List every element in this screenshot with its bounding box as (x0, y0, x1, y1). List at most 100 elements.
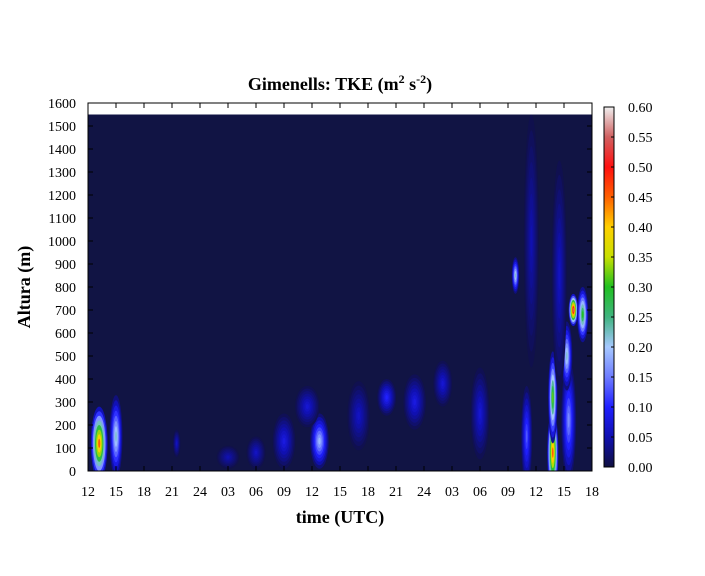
heatmap-cell (441, 380, 444, 387)
heatmap-blob (272, 413, 296, 469)
heatmap-blob (295, 385, 320, 428)
heatmap-cell (385, 395, 388, 400)
x-tick-label: 03 (445, 485, 459, 500)
y-tick-label: 500 (55, 350, 76, 365)
x-axis-label: time (UTC) (296, 507, 384, 528)
heatmap-cell (478, 407, 482, 420)
x-tick-label: 15 (557, 485, 571, 500)
colorbar-tick-label: 0.20 (628, 341, 653, 356)
heatmap-cell (282, 437, 286, 445)
colorbar-tick-label: 0.10 (628, 401, 653, 416)
y-tick-label: 1100 (49, 212, 76, 227)
heatmap-cell (572, 307, 574, 313)
x-tick-label: 06 (473, 485, 487, 500)
heatmap-cell (357, 411, 361, 421)
y-tick-label: 0 (69, 465, 76, 480)
heatmap-cell (567, 412, 570, 428)
heatmap-background (88, 114, 592, 471)
heatmap-cell (581, 311, 584, 319)
heatmap-blob (568, 293, 578, 327)
x-tick-label: 15 (109, 485, 123, 500)
y-tick-label: 1600 (48, 97, 76, 112)
x-tick-label: 12 (305, 485, 319, 500)
x-tick-label: 15 (333, 485, 347, 500)
heatmap-cell (98, 438, 101, 448)
heatmap-blob (548, 351, 558, 444)
heatmap-blob (577, 287, 589, 343)
x-tick-label: 24 (417, 485, 431, 500)
heatmap-cell (552, 447, 554, 458)
heatmap-blob (433, 360, 452, 407)
x-tick-label: 18 (137, 485, 151, 500)
x-axis: 12 15 18 21 24 03 06 09 12 15 18 21 24 03 06 09 12 15 18 (81, 103, 599, 500)
heatmap-blob (551, 160, 567, 391)
heatmap-cell (305, 404, 309, 410)
y-axis: 0 100 200 300 400 500 600 700 800 900 1000 1100 1200… (48, 97, 592, 480)
y-tick-label: 900 (55, 258, 76, 273)
colorbar-tick-label: 0.40 (628, 221, 653, 236)
heatmap-blob (172, 429, 181, 458)
heatmap-blob (511, 257, 520, 294)
colorbar-tick-label: 0.25 (628, 311, 653, 326)
x-tick-label: 18 (585, 485, 599, 500)
heatmap-cell (176, 441, 178, 446)
colorbar-tick-label: 0.30 (628, 281, 653, 296)
heatmap-cell (318, 437, 321, 445)
y-tick-label: 200 (55, 419, 76, 434)
heatmap-blob (310, 413, 329, 469)
heatmap-blob (403, 374, 426, 430)
y-tick-label: 1500 (48, 120, 76, 135)
x-tick-label: 12 (81, 485, 95, 500)
heatmap-cell (115, 431, 117, 442)
colorbar-tick-label: 0.35 (628, 251, 653, 266)
x-tick-label: 21 (165, 485, 179, 500)
heatmap-cell (226, 455, 230, 459)
x-tick-label: 12 (529, 485, 543, 500)
x-tick-label: 18 (361, 485, 375, 500)
colorbar-tick-label: 0.55 (628, 131, 653, 146)
y-tick-label: 1000 (48, 235, 76, 250)
y-tick-label: 400 (55, 373, 76, 388)
heatmap-cell (515, 273, 516, 278)
y-tick-label: 1200 (48, 189, 76, 204)
y-tick-label: 700 (55, 304, 76, 319)
heatmap-blob (377, 379, 396, 416)
heatmap-blob (216, 445, 240, 469)
heatmap-cell (566, 351, 568, 361)
colorbar-tick-label: 0.50 (628, 161, 653, 176)
heatmap-blob (521, 385, 533, 471)
x-tick-label: 03 (221, 485, 235, 500)
y-tick-label: 800 (55, 281, 76, 296)
x-tick-label: 09 (501, 485, 515, 500)
colorbar-ticks: 0.00 0.05 0.10 0.15 0.20 0.25 0.30 0.35 0.40 0.45… (611, 101, 653, 476)
colorbar-tick-label: 0.60 (628, 101, 653, 116)
heatmap-cell (525, 430, 528, 443)
x-tick-label: 24 (193, 485, 207, 500)
y-axis-label: Altura (m) (14, 246, 35, 328)
heatmap-blob (523, 114, 539, 368)
heatmap-cell (552, 391, 554, 404)
heatmap-blob (470, 367, 490, 460)
colorbar-tick-label: 0.05 (628, 431, 653, 446)
heatmap-blob (347, 381, 370, 451)
y-tick-label: 600 (55, 327, 76, 342)
heatmap-blob (109, 395, 123, 471)
heatmap-cell (413, 398, 417, 406)
x-tick-label: 06 (249, 485, 263, 500)
heatmap-cell (558, 261, 561, 290)
y-tick-label: 300 (55, 396, 76, 411)
y-tick-label: 1300 (48, 166, 76, 181)
heatmap-blob (90, 406, 108, 471)
x-tick-label: 09 (277, 485, 291, 500)
y-tick-label: 100 (55, 442, 76, 457)
heatmap-plot-area (88, 103, 592, 471)
colorbar-tick-label: 0.00 (628, 461, 653, 476)
x-tick-label: 21 (389, 485, 403, 500)
heatmap-blob (561, 321, 573, 391)
heatmap-cell (254, 450, 258, 455)
y-tick-label: 1400 (48, 143, 76, 158)
chart-title: Gimenells: TKE (m2 s-2) (248, 72, 432, 95)
colorbar-tick-label: 0.15 (628, 371, 653, 386)
colorbar-tick-label: 0.45 (628, 191, 653, 206)
